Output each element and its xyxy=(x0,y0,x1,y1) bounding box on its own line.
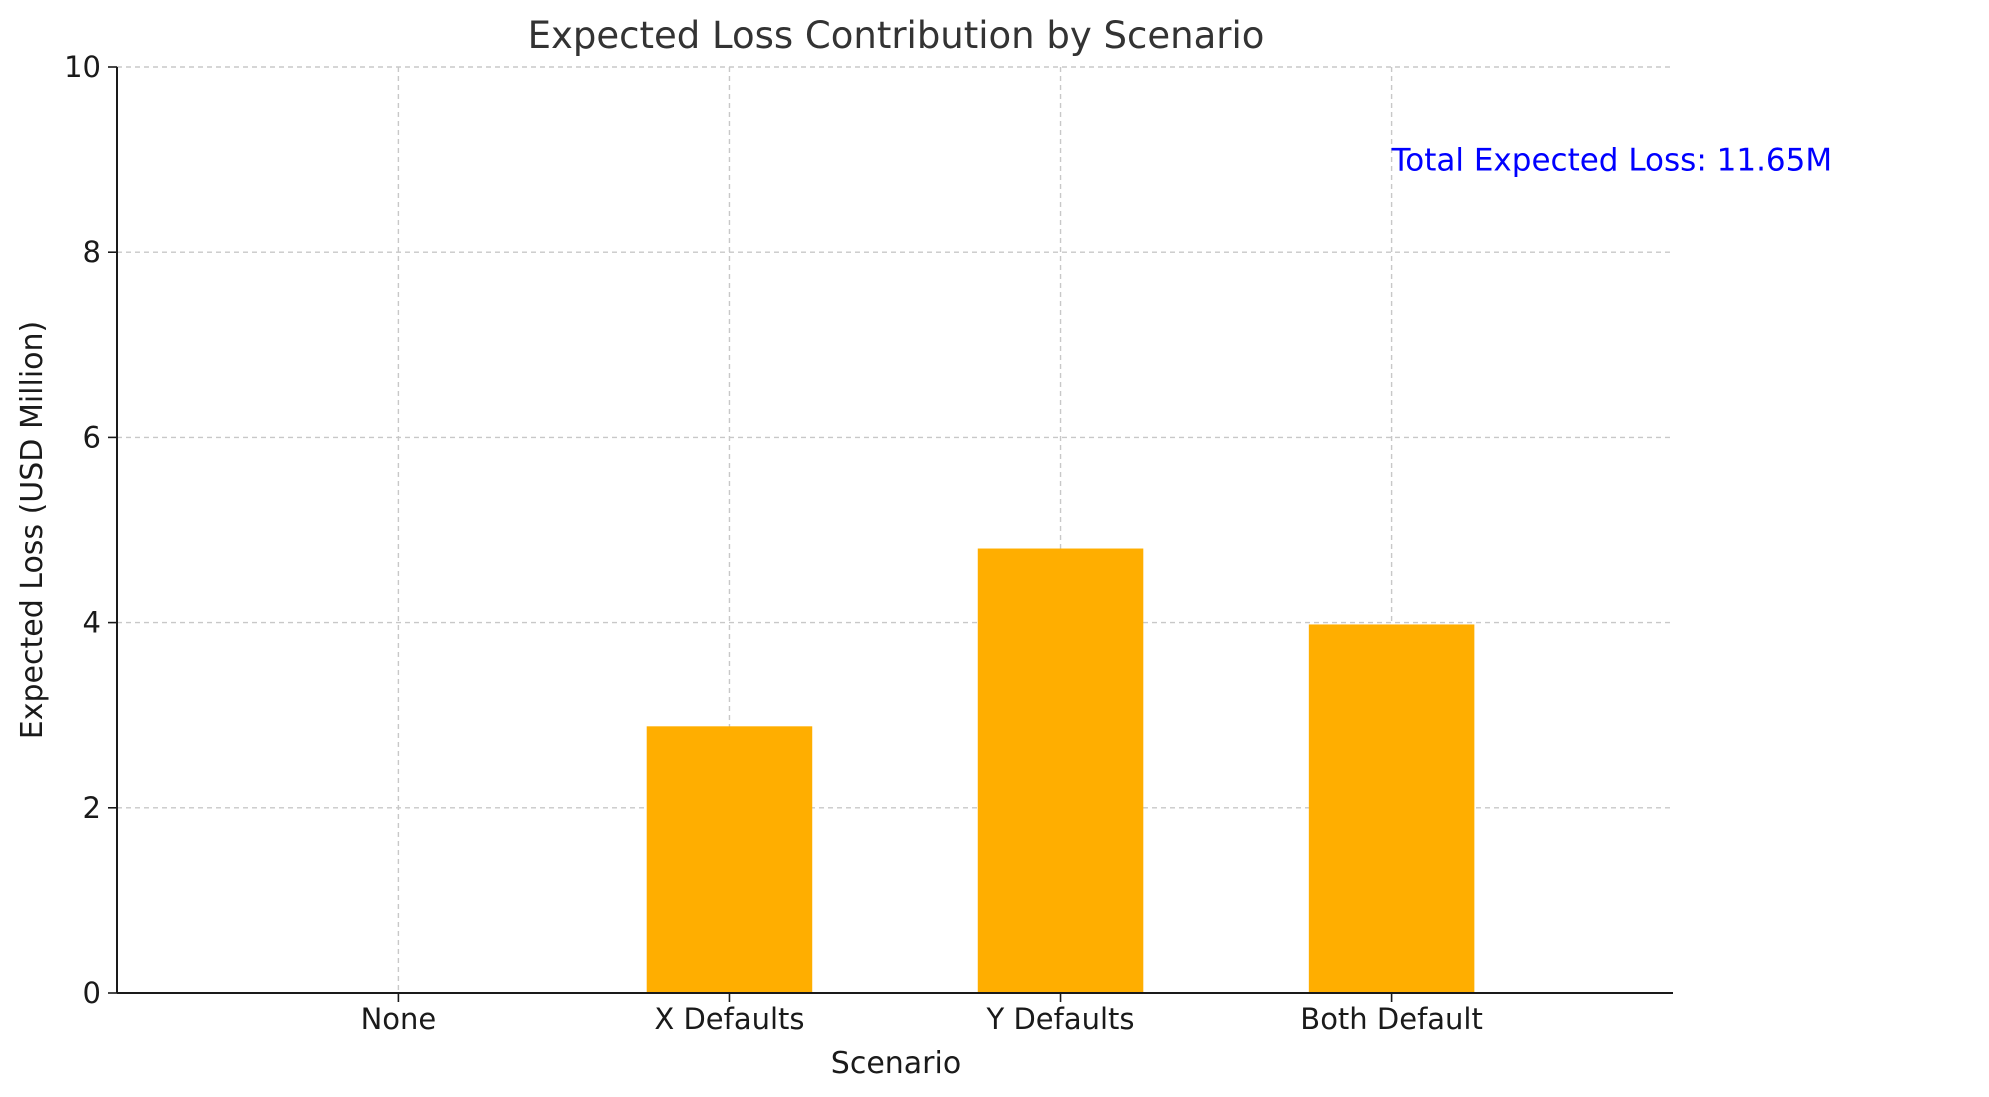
y-tick-label: 6 xyxy=(83,420,101,454)
y-tick-label: 4 xyxy=(83,606,101,640)
y-axis-label: Expected Loss (USD Million) xyxy=(15,321,50,739)
y-tick-label: 10 xyxy=(64,50,101,84)
bar-x-defaults xyxy=(646,726,813,993)
bar-y-defaults xyxy=(977,548,1144,993)
x-tick-label: None xyxy=(361,1002,437,1036)
label-layer: Expected Loss Contribution by Scenario S… xyxy=(15,14,1832,1081)
x-axis-label: Scenario xyxy=(831,1046,961,1081)
bar-layer xyxy=(646,548,1475,993)
y-tick-label: 2 xyxy=(83,791,101,825)
y-tick-label: 8 xyxy=(83,235,101,269)
x-tick-label: X Defaults xyxy=(654,1002,804,1036)
x-tick-label: Y Defaults xyxy=(986,1002,1135,1036)
y-tick-label: 0 xyxy=(83,976,101,1010)
total-expected-loss-annotation: Total Expected Loss: 11.65M xyxy=(1391,143,1833,179)
bar-both-default xyxy=(1308,624,1475,993)
chart-title: Expected Loss Contribution by Scenario xyxy=(528,14,1265,57)
axis-layer: 0 2 4 6 8 10 None X Defaults Y Defaults Both Defa… xyxy=(64,50,1673,1036)
x-tick-label: Both Default xyxy=(1300,1002,1483,1036)
